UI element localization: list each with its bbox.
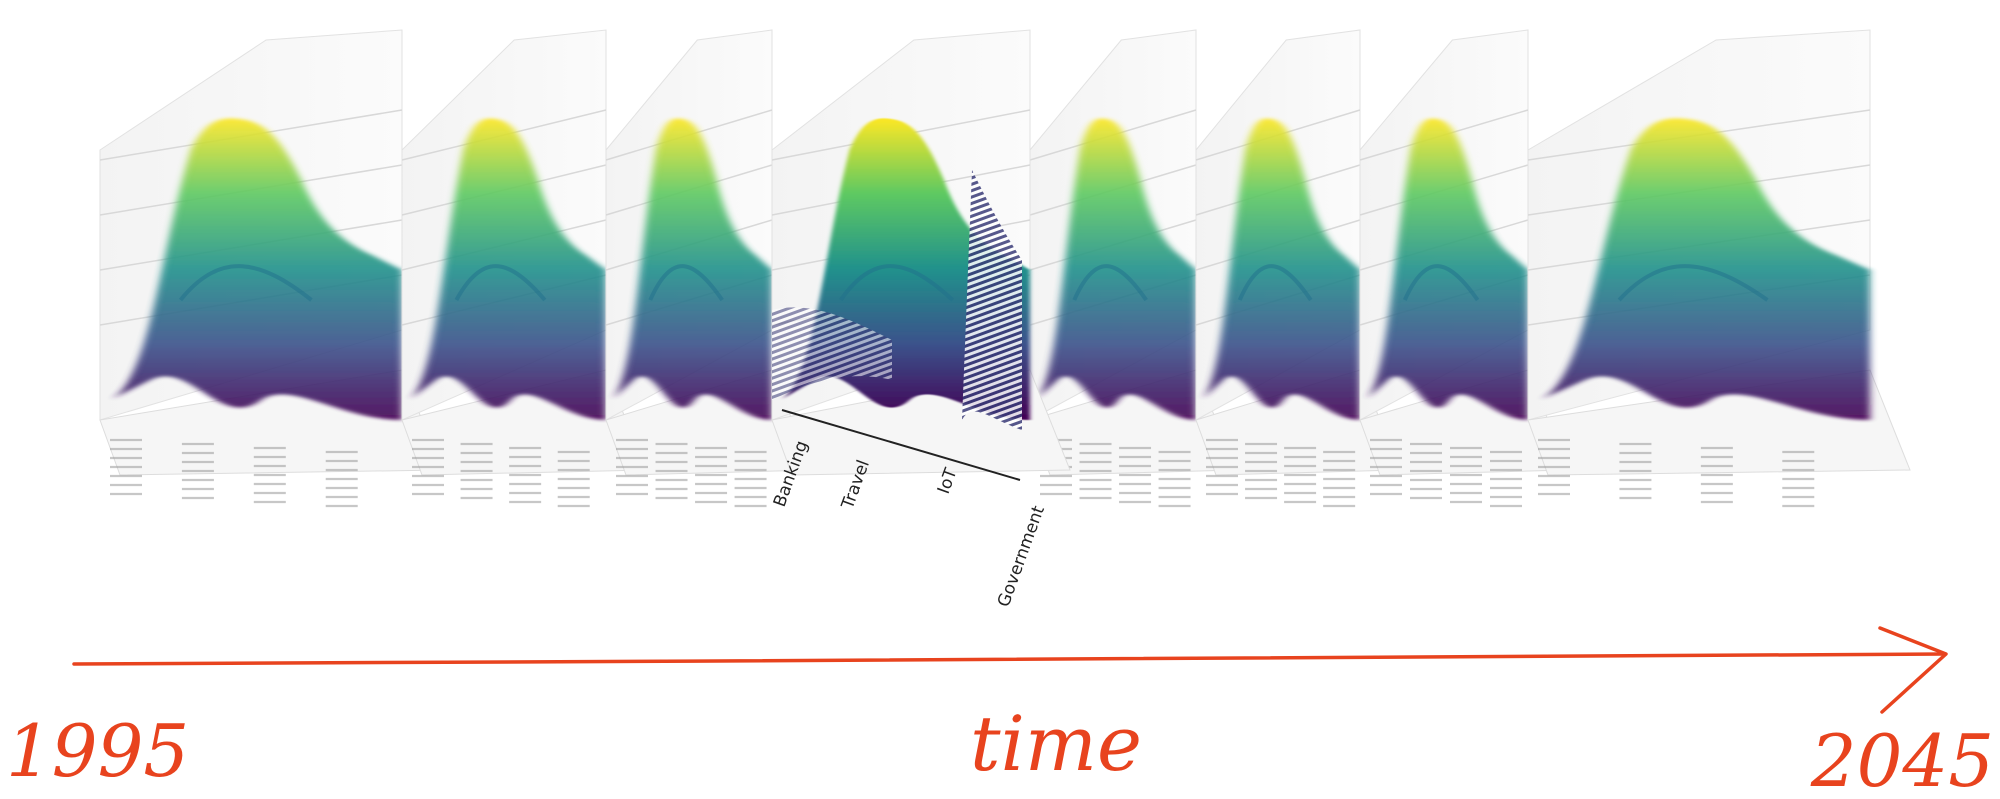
snapshot-frame-8 — [1527, 29, 1911, 508]
time-axis-arrowhead — [1878, 626, 1948, 714]
ridge-line — [1237, 264, 1313, 302]
snapshot-frame-4 — [771, 29, 1071, 481]
mesh-surface — [962, 170, 1022, 430]
ridge-line — [839, 264, 954, 302]
time-end-label: 2045 — [1810, 719, 1994, 795]
category-label-government: Government — [994, 503, 1049, 610]
time-axis: 1995 time 2045 — [6, 626, 1994, 799]
time-axis-label: time — [970, 699, 1142, 788]
snapshot-frame-3 — [605, 29, 813, 508]
ridge-line — [454, 264, 547, 302]
ridge-line — [1072, 264, 1148, 302]
category-axis-line — [781, 409, 1021, 481]
mesh-surface — [772, 307, 892, 400]
snapshot-frame-1 — [99, 29, 443, 508]
time-start-label: 1995 — [6, 709, 189, 793]
snapshot-frame-7 — [1359, 29, 1569, 508]
time-axis-arrow — [72, 652, 1946, 666]
snapshot-frame-6 — [1195, 29, 1401, 508]
ridge-line — [178, 264, 313, 302]
ridge-line — [1402, 264, 1480, 302]
ridge-line — [1617, 264, 1769, 302]
snapshot-frame-2 — [401, 29, 647, 508]
ridge-line — [648, 264, 724, 302]
snapshot-frame-5 — [1029, 29, 1237, 508]
